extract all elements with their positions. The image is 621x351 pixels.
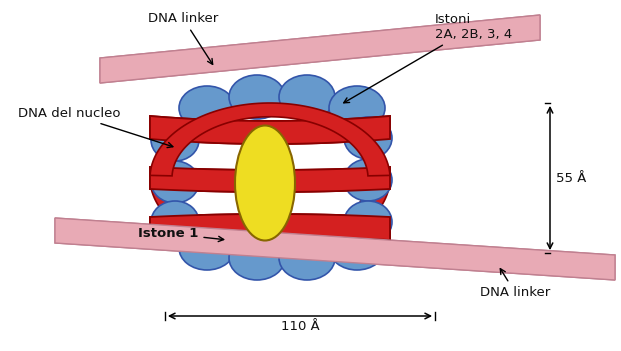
Polygon shape [55, 218, 615, 280]
Polygon shape [150, 180, 390, 253]
Ellipse shape [344, 201, 392, 243]
Ellipse shape [329, 86, 385, 130]
Text: DNA linker: DNA linker [480, 269, 550, 299]
Ellipse shape [151, 119, 199, 161]
Text: DNA linker: DNA linker [148, 12, 218, 64]
Polygon shape [100, 15, 540, 83]
Ellipse shape [229, 236, 285, 280]
Polygon shape [150, 214, 390, 240]
Polygon shape [150, 116, 390, 144]
Polygon shape [150, 167, 390, 192]
Ellipse shape [344, 117, 392, 159]
Ellipse shape [179, 86, 235, 130]
Polygon shape [150, 116, 390, 144]
Polygon shape [150, 214, 390, 240]
Polygon shape [100, 15, 540, 83]
Ellipse shape [344, 159, 392, 201]
Ellipse shape [151, 161, 199, 203]
Ellipse shape [179, 226, 235, 270]
Ellipse shape [235, 126, 295, 240]
Text: Istoni
2A, 2B, 3, 4: Istoni 2A, 2B, 3, 4 [344, 13, 512, 103]
Text: 55 Å: 55 Å [556, 172, 586, 185]
Ellipse shape [329, 226, 385, 270]
Ellipse shape [279, 236, 335, 280]
Ellipse shape [229, 75, 285, 119]
Text: Istone 1: Istone 1 [138, 227, 224, 241]
Text: DNA del nucleo: DNA del nucleo [18, 107, 173, 147]
Polygon shape [150, 103, 390, 176]
Polygon shape [150, 167, 390, 192]
Ellipse shape [279, 75, 335, 119]
Text: 110 Å: 110 Å [281, 320, 319, 333]
Polygon shape [55, 218, 615, 280]
Ellipse shape [151, 201, 199, 243]
